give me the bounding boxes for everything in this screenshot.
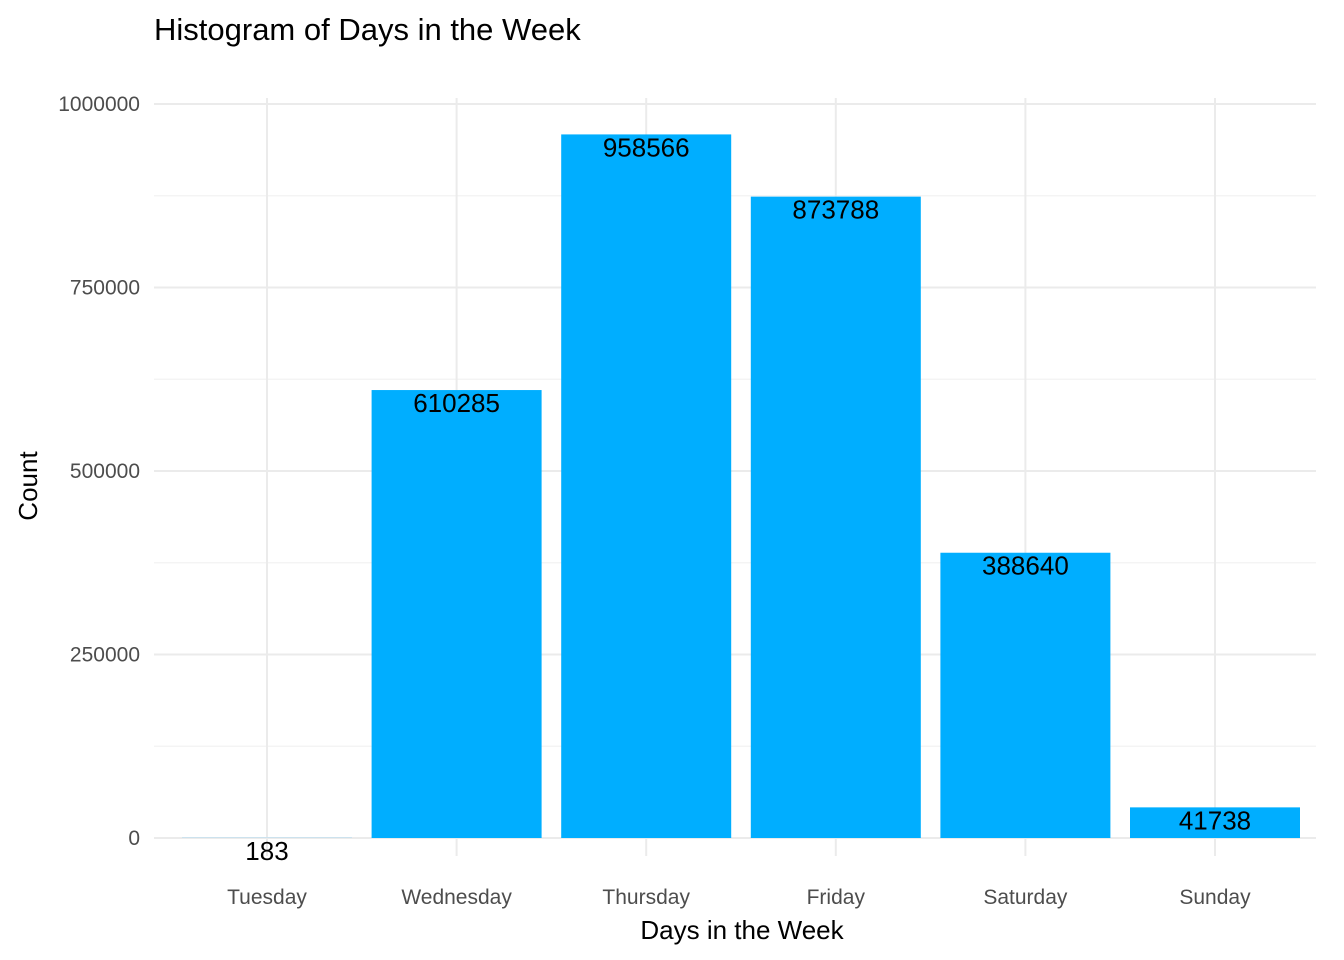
x-tick-label: Friday [807, 886, 866, 909]
bar-friday [750, 196, 921, 839]
data-label-saturday: 388640 [982, 551, 1069, 581]
data-label-wednesday: 610285 [413, 388, 500, 418]
bar-thursday [561, 134, 732, 839]
bar-sunday [1130, 807, 1300, 838]
y-tick-label: 0 [128, 827, 140, 850]
y-tick-label: 250000 [70, 644, 140, 667]
x-tick-label: Wednesday [401, 886, 512, 909]
x-tick-label: Saturday [983, 886, 1068, 909]
y-tick-label: 750000 [70, 277, 140, 300]
bar-wednesday [371, 390, 542, 838]
y-tick-labels: 0 250000 500000 750000 1000000 [58, 93, 140, 850]
chart-title: Histogram of Days in the Week [154, 12, 581, 47]
y-tick-label: 500000 [70, 460, 140, 483]
y-axis-title: Count [13, 451, 43, 521]
x-tick-label: Thursday [602, 886, 690, 909]
x-tick-label: Sunday [1179, 886, 1251, 909]
grid-lines [154, 98, 1316, 856]
data-label-tuesday: 183 [245, 836, 288, 866]
y-tick-label: 1000000 [58, 93, 140, 116]
x-tick-labels: Tuesday Wednesday Thursday Friday Saturday Su… [227, 886, 1251, 909]
data-labels: 183 610285 958566 873788 388640 41738 [245, 132, 1251, 865]
data-label-friday: 873788 [792, 195, 879, 225]
x-tick-label: Tuesday [227, 886, 307, 909]
bar-saturday [940, 552, 1111, 838]
data-label-thursday: 958566 [603, 132, 690, 162]
data-label-sunday: 41738 [1179, 805, 1251, 835]
x-axis-title: Days in the Week [640, 915, 844, 945]
bars [182, 134, 1300, 839]
